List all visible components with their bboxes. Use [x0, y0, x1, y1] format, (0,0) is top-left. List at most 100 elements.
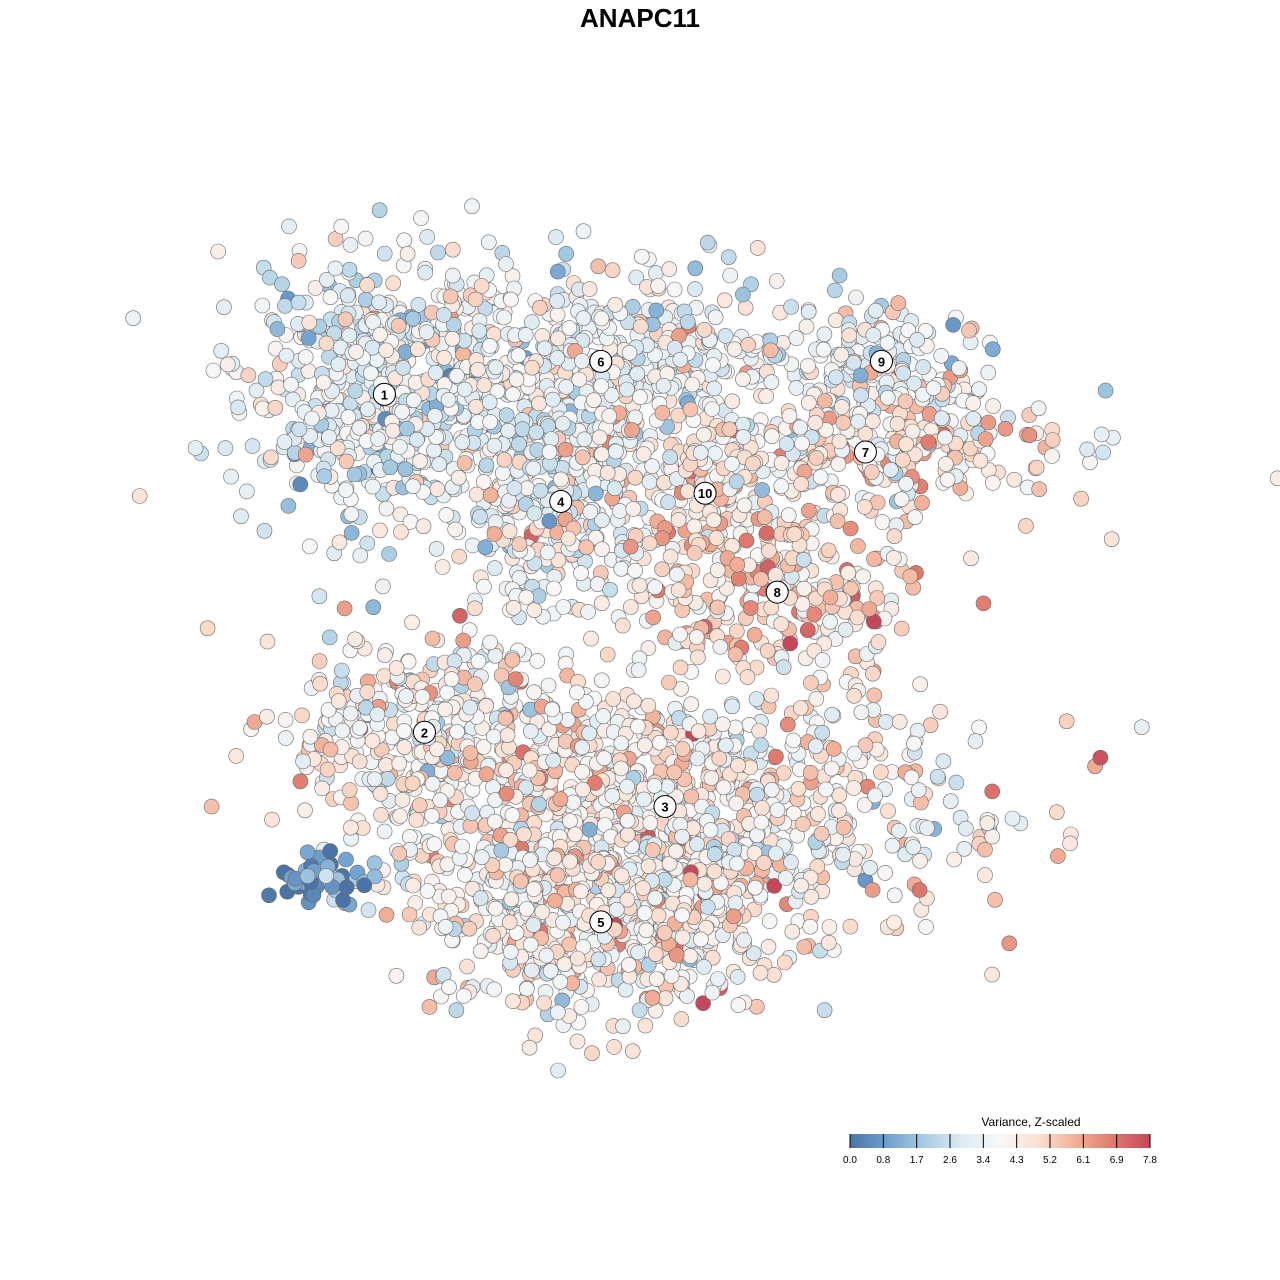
cell-point: [525, 881, 542, 897]
cell-point: [487, 900, 504, 917]
cell-point: [980, 414, 997, 431]
cell-point: [798, 318, 815, 335]
cell-point: [621, 344, 638, 361]
cell-point: [341, 782, 358, 798]
cell-point: [411, 797, 428, 814]
cell-point: [704, 984, 721, 1001]
cell-point: [984, 783, 1001, 800]
cell-point: [574, 739, 590, 756]
cell-point: [717, 328, 734, 344]
cell-point: [518, 901, 535, 917]
cell-point: [339, 287, 356, 304]
cell-point: [525, 460, 542, 477]
cell-point: [637, 737, 653, 754]
cell-point: [485, 927, 501, 944]
cell-point: [392, 808, 409, 824]
cell-point: [727, 646, 744, 663]
cell-point: [835, 819, 852, 836]
cell-point: [501, 523, 518, 540]
cell-point: [572, 883, 589, 900]
cell-point: [808, 691, 825, 707]
cell-point: [686, 518, 703, 535]
cell-point: [515, 826, 532, 843]
cell-point: [853, 387, 869, 404]
cell-point: [654, 405, 671, 421]
cell-point: [373, 807, 389, 823]
cell-point: [456, 381, 473, 398]
cell-point: [740, 336, 757, 353]
cell-point: [782, 635, 799, 652]
cell-point: [338, 879, 355, 896]
cell-point: [736, 497, 753, 514]
cell-point: [666, 281, 683, 298]
cell-point: [1044, 432, 1061, 448]
cell-point: [886, 528, 903, 545]
cell-point: [686, 545, 703, 561]
cell-point: [1134, 719, 1150, 736]
cell-point: [451, 548, 468, 565]
cell-point: [365, 599, 382, 616]
cell-point: [629, 365, 646, 382]
cell-point: [472, 890, 489, 906]
cell-point: [1030, 400, 1047, 417]
cell-point: [511, 536, 528, 553]
cell-point: [591, 429, 608, 446]
cell-point: [549, 306, 566, 323]
cell-point: [702, 708, 718, 725]
cell-point: [220, 356, 236, 373]
cell-point: [683, 788, 700, 805]
cell-point: [835, 846, 851, 863]
cell-point: [802, 918, 819, 935]
cell-point: [709, 562, 726, 579]
cell-point: [526, 505, 543, 522]
cell-point: [372, 785, 389, 802]
cell-point: [850, 538, 866, 554]
cell-point: [674, 741, 691, 757]
cell-point: [812, 469, 829, 485]
cell-point: [300, 330, 317, 346]
cell-point: [793, 877, 810, 894]
cell-point: [545, 580, 562, 597]
cell-point: [233, 508, 249, 525]
cell-point: [662, 724, 679, 741]
cell-point: [440, 391, 457, 408]
cell-point: [476, 377, 493, 394]
cell-point: [504, 807, 521, 823]
cell-point: [830, 486, 846, 503]
cell-point: [594, 541, 610, 558]
cell-point: [624, 298, 641, 315]
cell-point: [434, 559, 451, 575]
cell-point: [831, 433, 848, 450]
legend-tick-label: 5.2: [1043, 1155, 1057, 1166]
cell-point: [471, 323, 488, 339]
cell-point: [841, 327, 858, 344]
cell-point: [874, 514, 891, 530]
cell-point: [699, 899, 716, 915]
cell-point: [472, 508, 488, 525]
cell-point: [239, 483, 255, 500]
cell-point: [569, 950, 586, 967]
cell-point: [806, 606, 823, 623]
cell-point: [939, 471, 956, 488]
cell-point: [754, 482, 770, 498]
cell-point: [963, 550, 979, 567]
cell-point: [835, 414, 852, 431]
cell-point: [687, 281, 703, 297]
cell-point: [821, 919, 838, 935]
cell-point: [645, 609, 662, 626]
cell-point: [783, 299, 799, 315]
cell-point: [240, 367, 257, 384]
cell-point: [405, 877, 421, 894]
points-layer: [125, 198, 1280, 1079]
cell-point: [216, 299, 232, 316]
cell-point: [486, 437, 503, 454]
cell-point: [865, 327, 882, 343]
cell-point: [408, 812, 425, 828]
cell-point: [641, 535, 658, 552]
cell-point: [522, 723, 539, 740]
cell-point: [971, 719, 987, 736]
cell-point: [800, 303, 817, 320]
cell-point: [430, 244, 446, 261]
cell-point: [856, 499, 873, 515]
cell-point: [424, 775, 441, 792]
